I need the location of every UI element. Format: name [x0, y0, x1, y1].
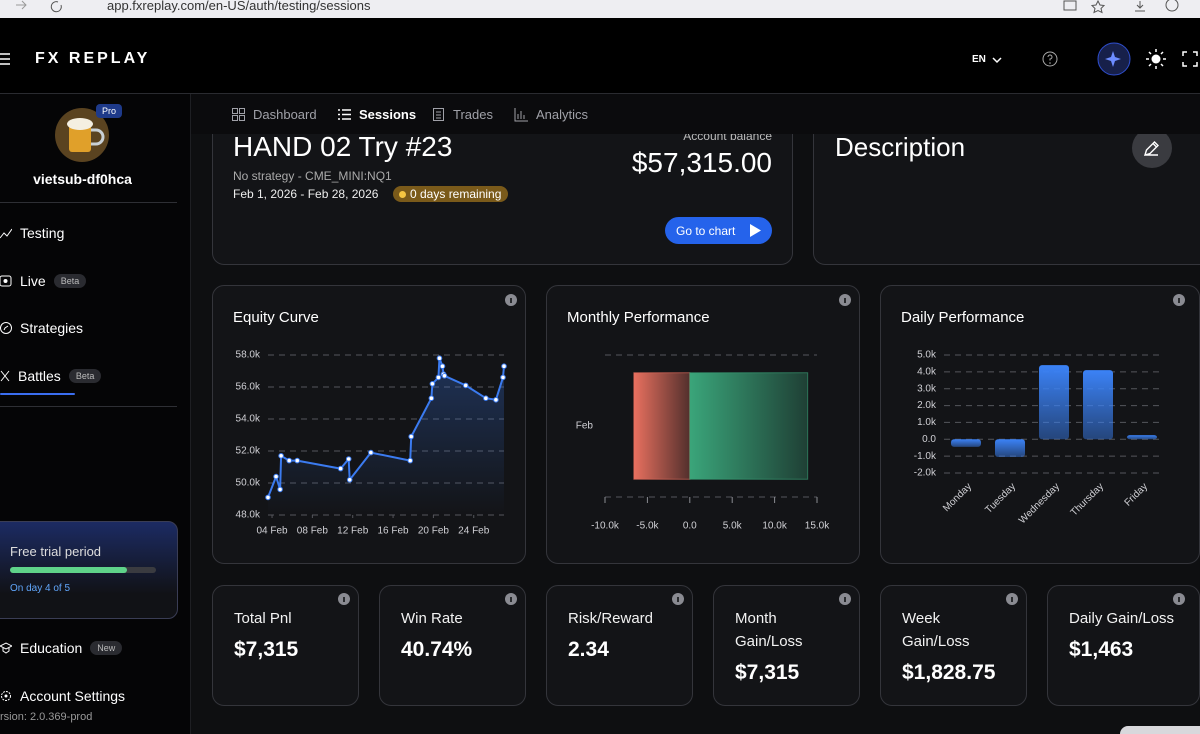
stat-label: Win Rate [401, 610, 463, 627]
tab[interactable]: Analytics [536, 107, 589, 122]
go-to-chart-button[interactable]: Go to chart [665, 217, 772, 244]
monthly-card [546, 285, 860, 564]
tab-icons [232, 108, 528, 122]
menu-label: Account Settings [20, 688, 126, 704]
stat-card: Total Pnl $7,315 [212, 585, 359, 706]
menu-label: Testing [20, 225, 65, 241]
app-header: FX REPLAY EN [0, 18, 1200, 94]
menu-label: Live [20, 273, 46, 289]
stat-card: Daily Gain/Loss $1,463 [1047, 585, 1200, 706]
ai-button[interactable] [1096, 41, 1132, 77]
menu-label: Education [20, 640, 83, 656]
language[interactable]: EN [972, 54, 986, 65]
menu-item[interactable]: Live Beta [0, 273, 87, 289]
trial-title: Free trial period [10, 544, 102, 559]
icon [0, 642, 12, 654]
icon [0, 322, 12, 334]
menu-label: Strategies [20, 320, 84, 336]
stat-label: Week Gain/Loss [902, 610, 970, 650]
stat-value: $1,828.75 [902, 661, 996, 684]
progress-fill [10, 567, 127, 573]
trial-card[interactable]: Free trial period On day 4 of 5 [0, 521, 178, 619]
menu-label: Battles [18, 368, 61, 384]
menu-tag: Beta [53, 274, 87, 288]
fullscreen-icon[interactable] [1182, 51, 1198, 67]
menu-item[interactable]: Account Settings [0, 688, 125, 704]
divider [0, 202, 177, 203]
sidebar: Pro vietsub-df0hca Testing Live Beta Stra… [0, 94, 191, 734]
avatar[interactable] [55, 108, 111, 164]
pro-badge: Pro [96, 104, 123, 118]
menu-item[interactable]: Education New [0, 640, 123, 656]
help-icon[interactable] [1042, 51, 1058, 67]
floating-widget[interactable] [1120, 726, 1200, 734]
stat-value: 40.74% [401, 638, 473, 661]
tab[interactable]: Dashboard [253, 107, 317, 122]
edit-button[interactable] [1132, 128, 1172, 168]
menu-tag: Beta [68, 369, 102, 383]
browser-icons[interactable] [1062, 0, 1182, 14]
active-indicator [0, 393, 75, 395]
username: vietsub-df0hca [33, 171, 132, 187]
stat-card: Month Gain/Loss $7,315 [713, 585, 860, 706]
balance: $57,315.00 [631, 147, 772, 178]
icon [0, 275, 12, 287]
version: rsion: 2.0.369-prod [0, 711, 93, 723]
chevron[interactable] [992, 56, 1002, 64]
stat-card: Risk/Reward 2.34 [546, 585, 693, 706]
stat-card: Week Gain/Loss $1,828.75 [880, 585, 1027, 706]
stat-value: $7,315 [735, 661, 800, 684]
description-title: Description [835, 132, 966, 162]
dot [399, 190, 406, 198]
daily-card [880, 285, 1200, 564]
icon [1, 691, 11, 701]
menu-item[interactable]: Battles Beta [0, 368, 102, 384]
logo[interactable]: FX REPLAY [35, 50, 151, 67]
menu-item[interactable]: Testing [0, 225, 64, 241]
stat-label: Daily Gain/Loss [1069, 610, 1175, 627]
menu-tag: New [90, 641, 123, 655]
url[interactable]: app.fxreplay.com/en-US/auth/testing/sess… [107, 0, 371, 13]
menu-icon[interactable] [0, 53, 12, 65]
strategy: No strategy - CME_MINI:NQ1 [233, 169, 392, 183]
tab-bar [191, 94, 1200, 134]
tab[interactable]: Sessions [359, 107, 417, 122]
icon [0, 228, 12, 239]
play-icon [750, 224, 762, 237]
stat-label: Total Pnl [234, 610, 292, 627]
stat-value: $7,315 [234, 638, 299, 661]
menu-item[interactable]: Strategies [0, 320, 83, 336]
stat-label: Month Gain/Loss [735, 610, 803, 650]
stat-card: Win Rate 40.74% [379, 585, 526, 706]
trial-status: On day 4 of 5 [10, 583, 71, 594]
stat-value: 2.34 [568, 638, 609, 661]
remaining-badge: 0 days remaining [393, 186, 509, 202]
theme-icon[interactable] [1146, 49, 1166, 69]
divider [0, 406, 177, 407]
tab[interactable]: Trades [453, 107, 493, 122]
dates: Feb 1, 2026 - Feb 28, 2026 [233, 187, 379, 201]
button-label: Go to chart [676, 223, 736, 238]
remaining: 0 days remaining [410, 187, 502, 201]
session-title: HAND 02 Try #23 [233, 131, 453, 162]
progress-track [10, 567, 156, 573]
stat-label: Risk/Reward [568, 610, 654, 627]
nav-icons[interactable] [14, 0, 64, 14]
icon [0, 370, 10, 382]
equity-card [212, 285, 526, 564]
browser-bar: app.fxreplay.com/en-US/auth/testing/sess… [0, 0, 1200, 18]
stat-value: $1,463 [1069, 638, 1134, 661]
